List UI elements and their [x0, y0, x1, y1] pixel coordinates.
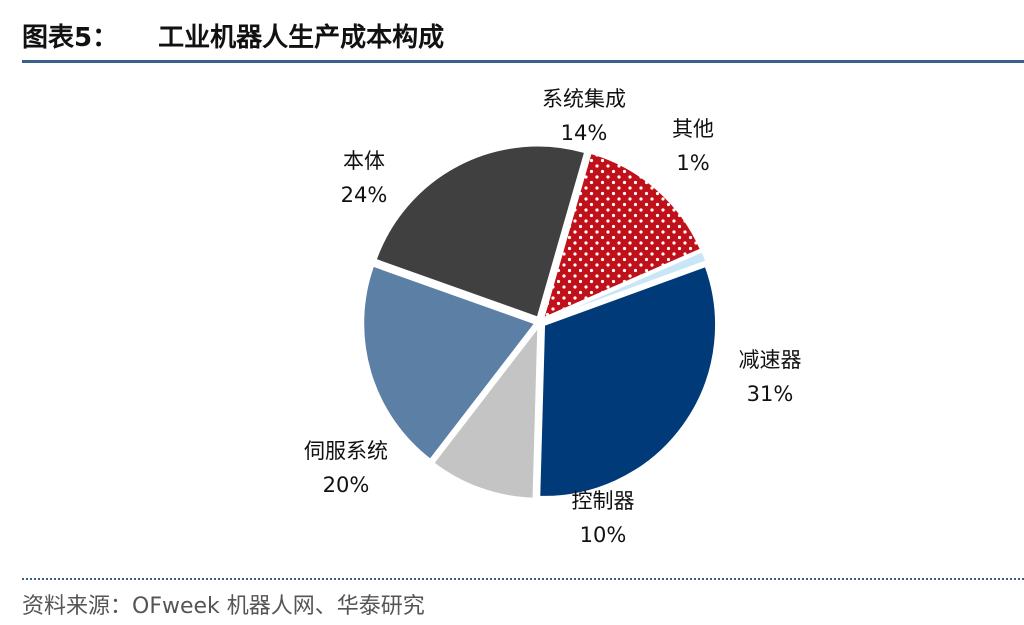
pie-slice-1	[541, 151, 703, 321]
pie-slice-3	[538, 264, 717, 498]
figure-label: 图表5：	[22, 23, 119, 53]
slice-label-percent: 31%	[747, 382, 794, 406]
slice-label-name: 减速器	[739, 348, 802, 372]
pie-slice-5	[362, 264, 537, 462]
figure-title-text: 工业机器人生产成本构成	[158, 23, 445, 53]
source-rule	[22, 578, 1024, 580]
slice-label-name: 伺服系统	[304, 439, 388, 463]
slice-label-percent: 24%	[341, 183, 388, 207]
title-rule	[22, 60, 1024, 63]
slice-label-name: 其他	[672, 117, 714, 141]
slice-label-name: 本体	[343, 149, 385, 173]
slice-label-percent: 1%	[676, 151, 709, 175]
slice-label-percent: 14%	[561, 121, 608, 145]
figure-title: 图表5： 工业机器人生产成本构成	[22, 18, 444, 58]
slice-label-percent: 20%	[323, 473, 370, 497]
slice-label-name: 系统集成	[542, 87, 626, 111]
source-note: 资料来源：OFweek 机器人网、华泰研究	[22, 594, 425, 619]
pie-slice-2	[544, 249, 708, 322]
pie-chart: 系统集成 14% 其他 1% 减速器 31% 控制器 10% 伺服系统 20% 本体 24%	[304, 87, 802, 547]
slice-label-percent: 10%	[580, 523, 627, 547]
slice-label-name: 控制器	[572, 489, 635, 513]
pie-slice-4	[431, 323, 540, 500]
pie-slice-6	[374, 144, 587, 319]
